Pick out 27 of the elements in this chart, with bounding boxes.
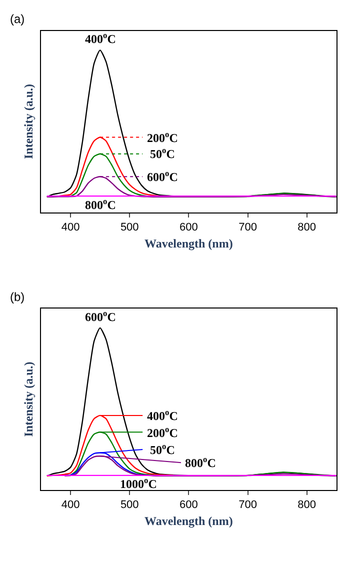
x-tick-label: 400: [61, 221, 80, 234]
chart-title: (a): [10, 12, 25, 26]
x-tick-label: 500: [120, 221, 139, 234]
x-tick-label: 700: [238, 499, 257, 512]
x-tick-label: 600: [180, 221, 198, 234]
series-label: 800$^{o}$C: [185, 455, 216, 470]
legend-label: 50$^{o}$C: [150, 442, 175, 458]
y-axis-title: Intensity (a.u.): [21, 362, 36, 437]
x-tick-label: 400: [61, 499, 80, 512]
x-axis-title: Wavelength (nm): [144, 236, 233, 250]
x-tick-label: 500: [120, 499, 139, 512]
chart-title: (b): [10, 290, 25, 304]
x-tick-label: 800: [298, 221, 316, 234]
y-axis-title: Intensity (a.u.): [21, 84, 36, 160]
series-label: 400$^{o}$C: [85, 31, 116, 46]
x-tick-label: 800: [298, 499, 316, 512]
legend-label: 400$^{o}$C: [147, 408, 178, 424]
legend-label: 200$^{o}$C: [147, 425, 178, 440]
series-label: 800$^{o}$C: [85, 197, 116, 212]
x-axis-title: Wavelength (nm): [144, 514, 233, 528]
x-tick-label: 700: [238, 221, 257, 234]
legend-label: 200$^{o}$C: [147, 130, 178, 146]
series-label: 600$^{o}$C: [85, 309, 116, 324]
legend-label: 600$^{o}$C: [147, 169, 178, 184]
legend-label: 50$^{o}$C: [150, 146, 175, 162]
x-tick-label: 600: [180, 499, 198, 512]
series-label: 1000$^{o}$C: [120, 476, 157, 492]
